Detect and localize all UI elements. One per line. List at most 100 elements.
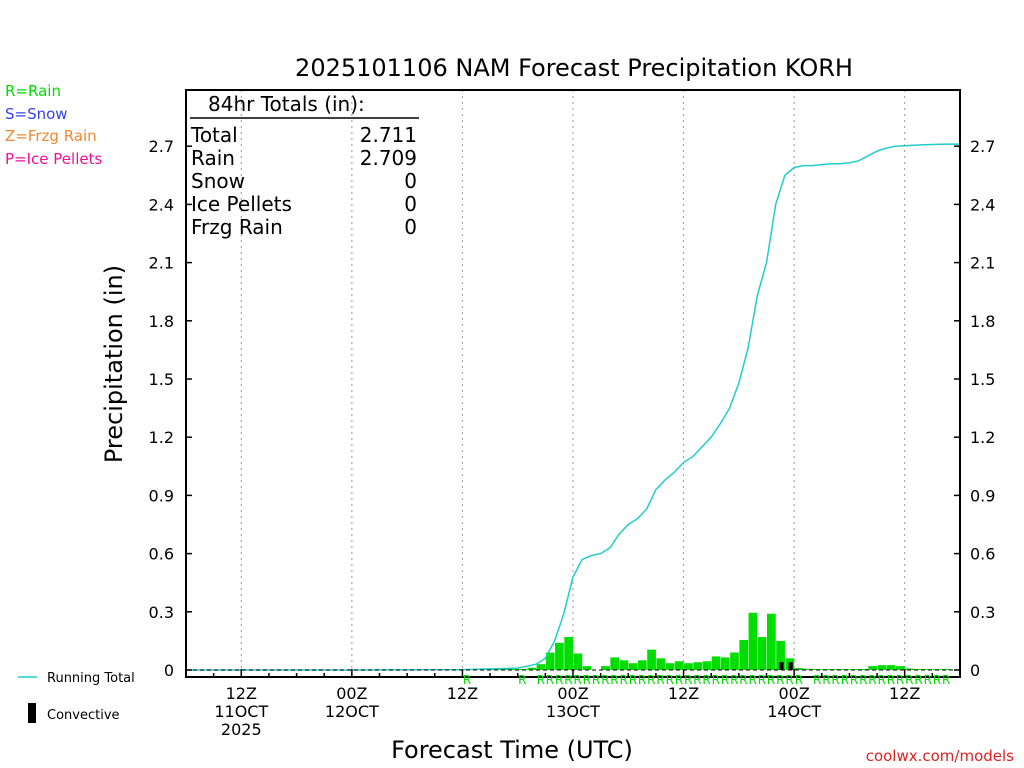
ptype-marker: R [518,673,526,687]
totals-label-rain: Rain [191,146,235,170]
precip-bar [545,652,555,670]
precip-bar [803,669,813,670]
precip-bar [647,649,656,670]
ptype-marker: R [831,673,839,687]
ptype-marker: R [463,673,471,687]
precip-bar [748,612,758,670]
totals-label-total: Total [190,123,238,147]
line-legend: Running Total Convective [18,671,135,723]
ptype-marker: R [629,673,637,687]
precip-bar [767,613,776,670]
ptype-marker: R [933,673,941,687]
ytick-label-right: 0.9 [970,486,995,505]
y-axis-ticks: 0 00.3 0.30.6 0.60.9 0.91.2 1.21.5 1.51.8 1.82.… [149,137,996,680]
convective-bars [779,662,793,670]
totals-value-rain: 2.709 [360,146,417,170]
ptype-marker: R [666,673,674,687]
ptype-marker: R [896,673,904,687]
ytick-label-left: 0 [164,661,174,680]
ytick-label-right: 2.4 [970,195,995,214]
precip-bar [693,662,702,670]
ptype-marker: R [730,673,738,687]
precip-bar [831,669,841,670]
convective-bar [779,662,784,670]
ytick-label-left: 1.5 [149,370,174,389]
running-total-path [186,143,960,671]
precip-bar [555,642,564,670]
precip-bar [914,669,924,670]
ytick-label-right: 0.6 [970,545,995,564]
ptype-marker: R [573,673,581,687]
ytick-label-right: 0 [970,661,980,680]
xtick-label: 13OCT [546,702,600,721]
precip-bar [536,664,546,670]
ptype-marker: R [795,673,803,687]
precip-bar [859,669,868,670]
xtick-label: 11OCT [214,702,268,721]
ptype-marker: R [592,673,600,687]
precip-bar [757,637,767,670]
totals-label-frzg-rain: Frzg Rain [191,215,283,239]
ptype-legend: R=Rain S=Snow Z=Frzg Rain P=Ice Pellets [5,82,102,168]
precip-bar [794,668,804,670]
convective-swatch [28,703,36,723]
precip-bar [905,668,914,670]
totals-label-snow: Snow [191,169,245,193]
xtick-label: 12Z [226,684,257,703]
precip-bar [739,639,749,670]
ptype-marker: R [887,673,895,687]
totals-label-ice-pellets: Ice Pellets [191,192,292,216]
xtick-label: 12Z [447,684,478,703]
ptype-marker: R [924,673,932,687]
ytick-label-left: 1.2 [149,428,174,447]
ytick-label-right: 0.3 [970,603,995,622]
ptype-marker: R [537,673,545,687]
legend-ice-pellets: P=Ice Pellets [5,150,102,168]
ptype-marker: R [721,673,729,687]
precip-bar [619,660,629,670]
ptype-marker: R [583,673,591,687]
ptype-marker: R [868,673,876,687]
ptype-marker: R [905,673,913,687]
ptype-marker: R [822,673,830,687]
xtick-label: 12Z [668,684,699,703]
ptype-marker: R [702,673,710,687]
ytick-label-right: 1.8 [970,312,995,331]
totals-value-frzg-rain: 0 [404,215,417,239]
precip-bar [711,656,721,670]
precip-bar [942,669,951,670]
ptype-marker: R [555,673,563,687]
ptype-marker: R [620,673,628,687]
legend-frzg-rain: Z=Frzg Rain [5,127,97,145]
ptype-marker: R [739,673,747,687]
ptype-marker: R [758,673,766,687]
precip-bar [601,666,610,670]
ptype-marker: R [656,673,664,687]
precip-bar [674,661,684,670]
ptype-marker: R [850,673,858,687]
precip-bar [886,665,896,670]
xtick-label: 12Z [889,684,920,703]
ptype-marker: R [564,673,572,687]
totals-value-total: 2.711 [360,123,417,147]
chart-title: 2025101106 NAM Forecast Precipitation KO… [295,54,853,82]
ptype-marker: R [859,673,867,687]
ptype-marker: R [638,673,646,687]
xtick-label: 00Z [778,684,809,703]
ytick-label-right: 1.2 [970,428,995,447]
precip-bar [628,663,638,670]
convective-bar [788,662,793,670]
ptype-marker: R [601,673,609,687]
ptype-marker: R [878,673,886,687]
ptype-marker: R [610,673,618,687]
ytick-label-left: 2.1 [149,254,174,273]
precip-bar [610,657,620,670]
xtick-label: 12OCT [325,702,379,721]
precip-bar [527,667,537,670]
ptype-marker: R [767,673,775,687]
totals-box: 84hr Totals (in): Total 2.711 Rain 2.709… [190,92,419,239]
ytick-label-right: 2.1 [970,254,995,273]
precip-bar [638,660,647,670]
